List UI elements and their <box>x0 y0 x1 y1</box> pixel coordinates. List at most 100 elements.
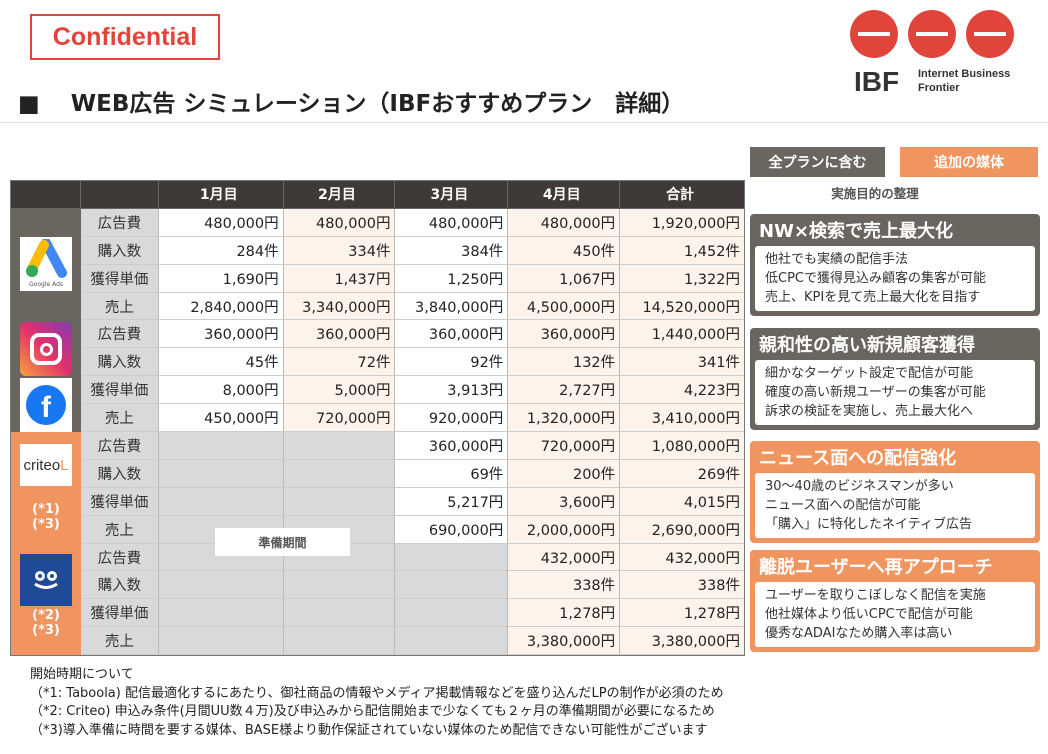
table-cell: 5,000円 <box>283 376 396 405</box>
table-cell: 200件 <box>508 459 621 488</box>
table-cell <box>158 627 284 656</box>
table-row: 広告費 480,000円 480,000円 480,000円 480,000円 1,920… <box>11 208 744 237</box>
table-cell <box>395 571 509 600</box>
table-cell: 1,690円 <box>158 264 284 293</box>
table-cell: 132件 <box>508 348 621 377</box>
row-label: 広告費 <box>80 543 159 572</box>
table-cell: 3,600円 <box>508 487 621 516</box>
table-cell <box>158 487 284 516</box>
table-cell: 1,320,000円 <box>508 404 621 433</box>
table-cell: 284件 <box>158 236 284 265</box>
table-cell: 3,340,000円 <box>283 292 396 321</box>
table-cell: 1,250円 <box>395 264 509 293</box>
col-header: 4月目 <box>508 181 621 209</box>
table-row: 広告費 360,000円 720,000円 1,080,000円 <box>11 432 744 460</box>
table-cell: 92件 <box>395 348 509 377</box>
note: (*1) <box>32 502 60 518</box>
note: (*2) <box>32 607 60 623</box>
facebook-icon: f <box>20 378 72 433</box>
table-cell: 480,000円 <box>508 208 621 237</box>
footnote: 開始時期について <box>30 667 134 682</box>
table-cell: 3,410,000円 <box>620 404 744 433</box>
row-label: 広告費 <box>80 208 159 237</box>
table-cell: 432,000円 <box>620 543 744 572</box>
table-cell <box>283 432 396 460</box>
table-row: 獲得単価 8,000円 5,000円 3,913円 2,727円 4,223円 <box>11 376 744 405</box>
divider <box>0 122 1048 123</box>
table-cell <box>283 627 396 656</box>
table-cell: 4,223円 <box>620 376 744 405</box>
table-cell: 341件 <box>620 348 744 377</box>
footnote: （*2: Criteo) 申込み条件(月間UU数４万)及び申込みから配信開始まで… <box>30 704 715 719</box>
card-title: ニュース面への配信強化 <box>759 448 957 469</box>
card-line: 売上、KPIを見て売上最大化を目指す <box>765 290 981 305</box>
row-label: 獲得単価 <box>80 376 159 405</box>
table-cell <box>283 571 396 600</box>
legend-included: 全プランに含む <box>750 147 885 177</box>
table-cell: 360,000円 <box>395 432 509 460</box>
table-cell: 690,000円 <box>395 515 509 544</box>
col-header: 2月目 <box>283 181 396 209</box>
table-cell: 720,000円 <box>508 432 621 460</box>
note: (*3) <box>32 517 60 533</box>
card-line: 優秀なADAIなため購入率は高い <box>765 626 953 641</box>
table-cell: 920,000円 <box>395 404 509 433</box>
table-cell: 3,913円 <box>395 376 509 405</box>
purpose-heading: 実施目的の整理 <box>831 186 919 201</box>
table-cell: 432,000円 <box>508 543 621 572</box>
table-cell: 3,840,000円 <box>395 292 509 321</box>
table-cell: 3,380,000円 <box>620 627 744 656</box>
google-ads-icon: Google Ads <box>20 236 72 291</box>
table-row: 獲得単価 1,278円 1,278円 <box>11 599 744 628</box>
table-cell: 1,067円 <box>508 264 621 293</box>
row-label: 購入数 <box>80 236 159 265</box>
media-logo-cell: Google Ads <box>11 208 81 321</box>
row-label: 購入数 <box>80 459 159 488</box>
col-header: 1月目 <box>158 181 284 209</box>
col-header: 3月目 <box>395 181 509 209</box>
card-line: 細かなターゲット設定で配信が可能 <box>765 366 974 381</box>
table-cell: 14,520,000円 <box>620 292 744 321</box>
table-cell <box>158 432 284 460</box>
table-row: 売上 2,840,000円 3,340,000円 3,840,000円 4,500,00… <box>11 292 744 321</box>
table-cell: 384件 <box>395 236 509 265</box>
table-cell: 4,500,000円 <box>508 292 621 321</box>
table-cell: 4,015円 <box>620 487 744 516</box>
table-cell: 269件 <box>620 459 744 488</box>
criteo-icon: criteoL <box>20 444 72 487</box>
logo-text: IBF <box>854 66 900 97</box>
table-cell: 360,000円 <box>508 320 621 349</box>
table-cell <box>395 543 509 572</box>
card-title: 離脱ユーザーへ再アプローチ <box>759 557 993 578</box>
table-cell <box>395 599 509 628</box>
purpose-card: 離脱ユーザーへ再アプローチ ユーザーを取りこぼしなく配信を実施 他社媒体より低いCP… <box>750 550 1040 652</box>
row-label: 購入数 <box>80 348 159 377</box>
row-label: 売上 <box>80 627 159 656</box>
table-cell: 338件 <box>508 571 621 600</box>
confidential-label: Confidential <box>30 14 220 60</box>
row-label: 獲得単価 <box>80 264 159 293</box>
card-line: ニュース面への配信が可能 <box>765 498 921 513</box>
row-label: 広告費 <box>80 432 159 460</box>
table-cell: 8,000円 <box>158 376 284 405</box>
card-title: NW×検索で売上最大化 <box>759 221 954 242</box>
table-row: 広告費 432,000円 432,000円 <box>11 543 744 572</box>
table-cell <box>158 599 284 628</box>
card-title: 親和性の高い新規顧客獲得 <box>759 335 975 356</box>
page-title: ■ WEB広告 シミュレーション（IBFおすすめプラン 詳細） <box>18 91 685 117</box>
table-cell: 2,000,000円 <box>508 515 621 544</box>
table-row: 売上 690,000円 2,000,000円 2,690,000円 <box>11 515 744 544</box>
table-cell <box>158 571 284 600</box>
table-cell: 480,000円 <box>395 208 509 237</box>
media-logo-cell: f <box>11 320 81 433</box>
table-cell: 360,000円 <box>158 320 284 349</box>
table-cell: 1,278円 <box>620 599 744 628</box>
table-cell: 2,840,000円 <box>158 292 284 321</box>
footnotes: 開始時期について （*1: Taboola) 配信最適化するにあたり、御社商品の… <box>30 666 724 740</box>
table-cell: 360,000円 <box>283 320 396 349</box>
card-line: 30～40歳のビジネスマンが多い <box>765 479 954 494</box>
table-cell: 69件 <box>395 459 509 488</box>
logo-sub1: Internet Business <box>918 68 1011 80</box>
card-line: 確度の高い新規ユーザーの集客が可能 <box>765 385 986 400</box>
ibf-logo: IBF Internet Business Frontier <box>850 10 1020 100</box>
